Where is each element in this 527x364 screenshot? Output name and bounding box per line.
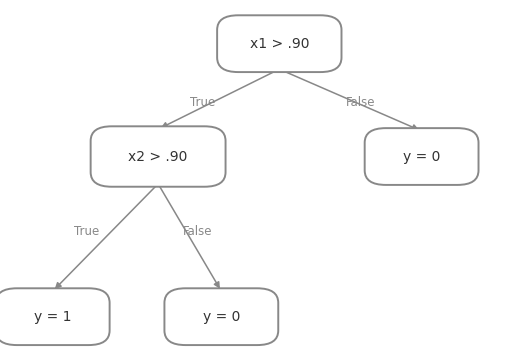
Text: False: False xyxy=(183,225,212,238)
FancyBboxPatch shape xyxy=(0,288,110,345)
Text: y = 1: y = 1 xyxy=(34,310,72,324)
Text: y = 0: y = 0 xyxy=(403,150,440,163)
FancyBboxPatch shape xyxy=(217,15,341,72)
Text: True: True xyxy=(190,96,216,109)
Text: x1 > .90: x1 > .90 xyxy=(250,37,309,51)
Text: y = 0: y = 0 xyxy=(203,310,240,324)
FancyBboxPatch shape xyxy=(365,128,479,185)
Text: x2 > .90: x2 > .90 xyxy=(129,150,188,163)
Text: False: False xyxy=(346,96,376,109)
Text: True: True xyxy=(74,225,100,238)
FancyBboxPatch shape xyxy=(91,126,226,187)
FancyBboxPatch shape xyxy=(164,288,278,345)
